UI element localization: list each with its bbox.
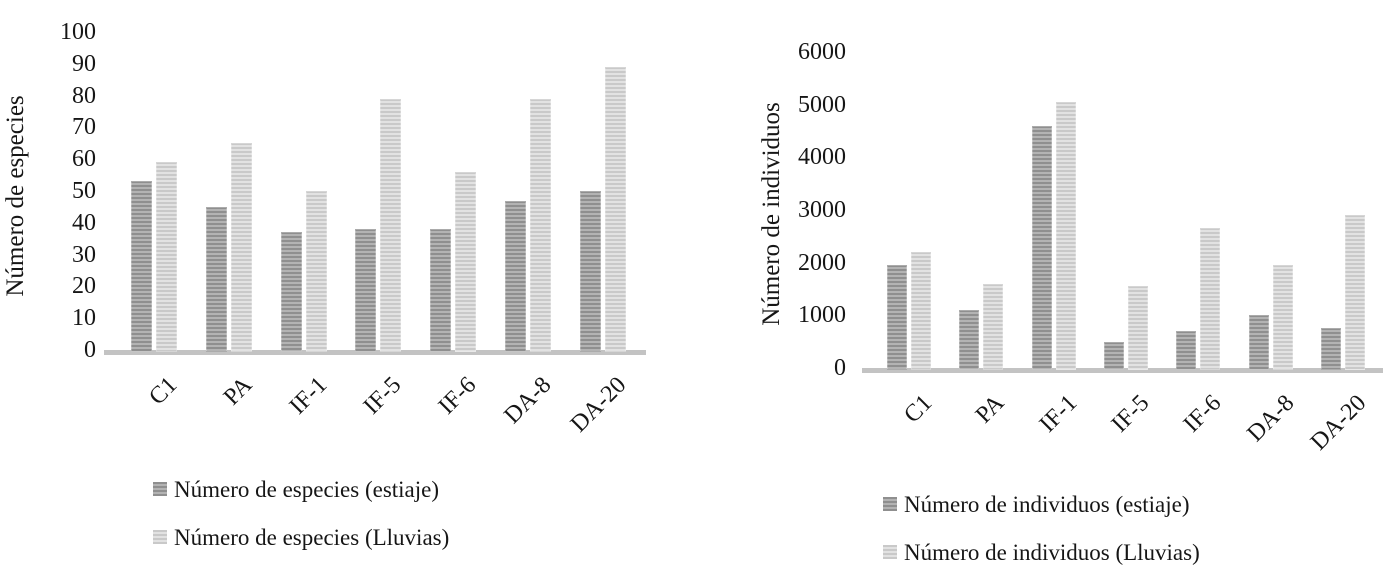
bar-da-8-estiaje: [1248, 315, 1269, 370]
legend-label-estiaje: Número de especies (estiaje): [174, 477, 440, 502]
bar-if-1-estiaje: [1031, 126, 1052, 370]
bar-if-6-lluvias: [1200, 228, 1221, 370]
bar-da-8-estiaje: [505, 201, 526, 352]
bar-c1-estiaje: [131, 181, 152, 352]
bar-if-1-lluvias: [1055, 102, 1076, 370]
legend-label-estiaje: Número de individuos (estiaje): [904, 492, 1190, 517]
bar-pa-lluvias: [230, 143, 252, 352]
y-tick-label: 1000: [798, 302, 846, 329]
legend-label-lluvias: Número de especies (Lluvias): [174, 525, 450, 550]
y-tick-label: 5000: [798, 91, 846, 118]
y-tick-label: 10: [72, 305, 96, 332]
y-tick-label: 3000: [798, 196, 846, 223]
bar-if-6-lluvias: [455, 172, 477, 352]
y-tick-label: 6000: [798, 38, 846, 65]
y-tick-label: 0: [84, 337, 96, 363]
y-tick-label: 90: [72, 50, 96, 77]
y-tick-label: 0: [834, 355, 846, 381]
y-tick-label: 2000: [798, 249, 846, 276]
bar-c1-lluvias: [911, 252, 931, 370]
bar-if-5-lluvias: [1127, 286, 1148, 370]
x-axis-line: [862, 368, 1383, 373]
bar-da-20-lluvias: [604, 67, 626, 352]
legend-swatch-lluvias: [883, 545, 897, 559]
bar-if-5-estiaje: [1103, 342, 1124, 370]
bar-da-20-estiaje: [579, 191, 601, 352]
bar-c1-lluvias: [156, 162, 177, 352]
bar-if-5-estiaje: [355, 229, 377, 352]
y-tick-label: 40: [72, 209, 96, 236]
bar-da-20-lluvias: [1344, 215, 1365, 370]
y-tick-label: 50: [72, 178, 96, 204]
bar-c1-estiaje: [887, 265, 907, 370]
bar-pa-estiaje: [959, 310, 980, 370]
legend-swatch-estiaje: [153, 482, 167, 496]
x-axis-line: [104, 350, 646, 355]
y-tick-label: 80: [72, 82, 96, 109]
y-tick-label: 30: [72, 241, 96, 268]
y-tick-label: 20: [72, 273, 96, 300]
bar-if-6-estiaje: [430, 229, 452, 352]
y-tick-label: 4000: [798, 144, 846, 171]
bar-pa-lluvias: [983, 284, 1004, 370]
bar-da-20-estiaje: [1320, 328, 1341, 370]
y-tick-label: 100: [60, 19, 96, 45]
bar-pa-estiaje: [205, 207, 227, 352]
bar-if-5-lluvias: [380, 99, 402, 352]
bar-da-8-lluvias: [1272, 265, 1293, 370]
bar-if-1-lluvias: [305, 191, 327, 352]
y-tick-label: 70: [72, 114, 96, 141]
legend-swatch-estiaje: [883, 497, 897, 511]
legend-swatch-lluvias: [153, 530, 167, 544]
bar-if-1-estiaje: [280, 232, 302, 352]
bar-da-8-lluvias: [530, 99, 551, 352]
legend-label-lluvias: Número de individuos (Lluvias): [904, 540, 1200, 565]
bar-if-6-estiaje: [1176, 331, 1197, 370]
y-tick-label: 60: [72, 146, 96, 173]
